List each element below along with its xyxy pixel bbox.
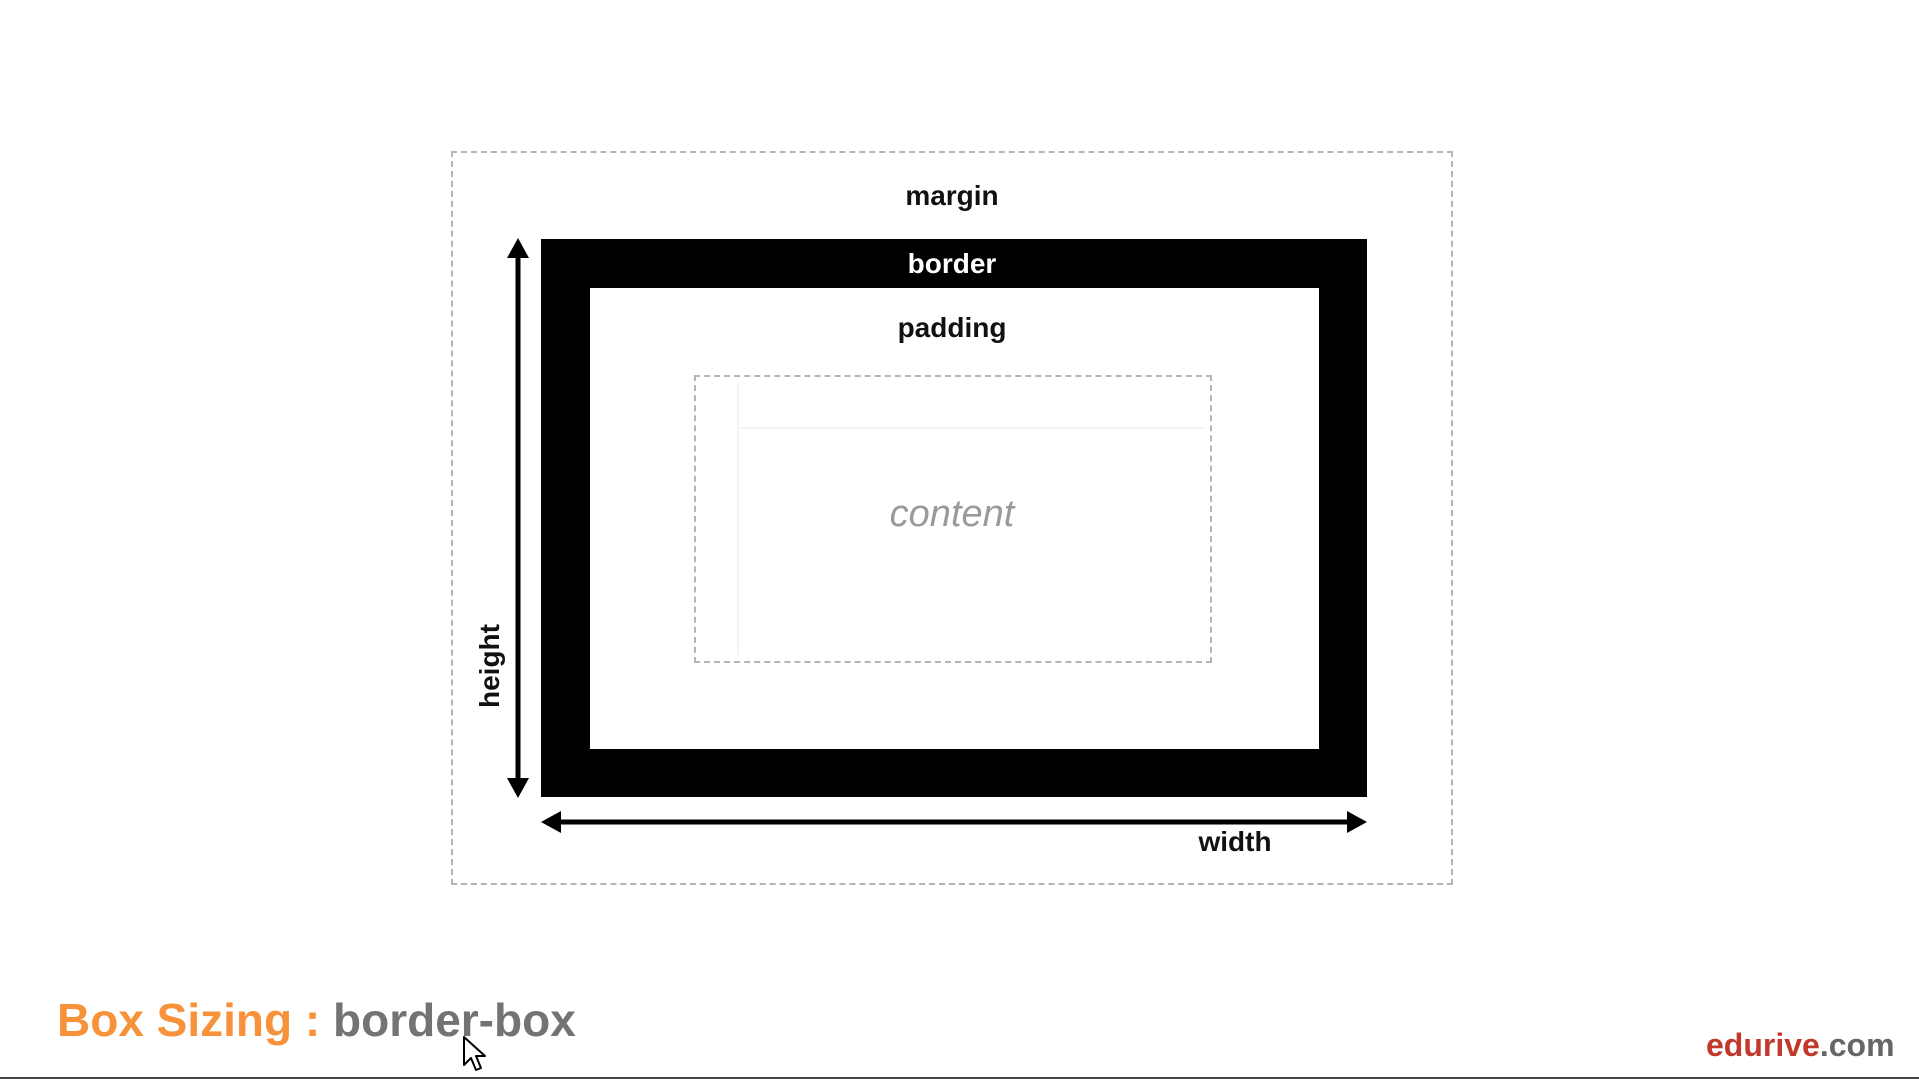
brand-logo: edurive.com (1706, 1027, 1895, 1064)
brand-domain: .com (1819, 1027, 1895, 1063)
bottom-divider (0, 1077, 1919, 1079)
brand-name: edurive (1706, 1027, 1820, 1063)
slide-title-prefix: Box Sizing : (57, 994, 333, 1046)
mouse-pointer-icon (463, 1036, 486, 1071)
slide-title-value: border-box (333, 994, 576, 1046)
padding-label: padding (897, 312, 1007, 343)
faint-height-guide (737, 383, 739, 655)
content-area (694, 375, 1212, 663)
slide-title: Box Sizing : border-box (57, 993, 576, 1047)
faint-width-guide (737, 427, 1204, 429)
width-label: width (1198, 826, 1272, 857)
margin-label: margin (905, 180, 999, 211)
padding-area (590, 288, 1319, 749)
height-label: height (474, 624, 505, 708)
margin-area (451, 151, 1453, 885)
content-label: content (889, 493, 1015, 535)
border-label: border (907, 248, 997, 279)
